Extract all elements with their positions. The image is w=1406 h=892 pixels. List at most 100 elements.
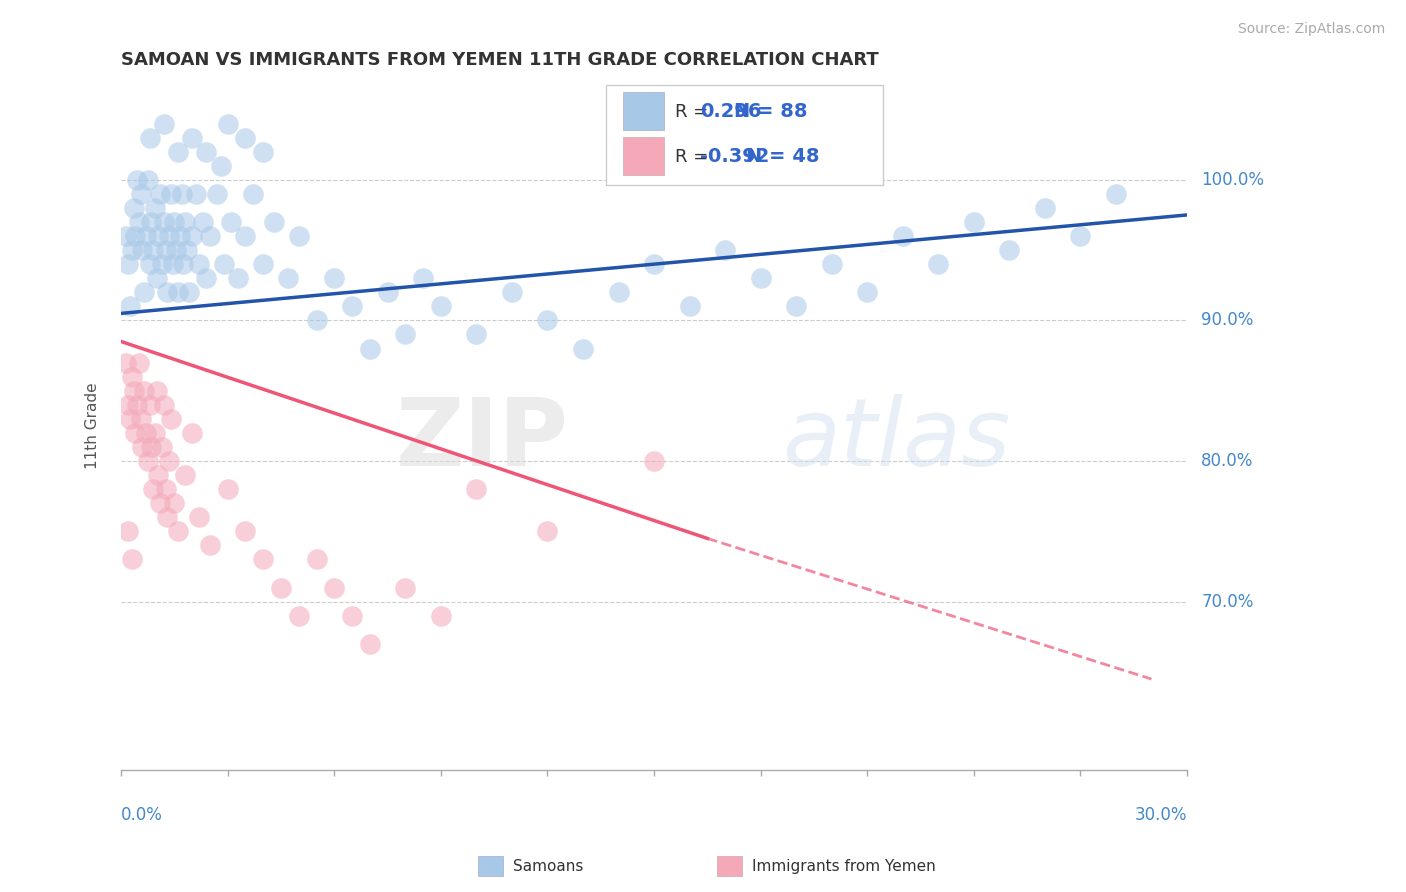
Point: [536, 313, 558, 327]
Point: [181, 130, 204, 145]
Point: [117, 524, 139, 539]
Point: [131, 440, 153, 454]
Point: [340, 299, 363, 313]
Point: [143, 201, 166, 215]
Point: [115, 229, 138, 244]
Point: [135, 425, 157, 440]
Point: [235, 130, 257, 145]
Point: [228, 271, 250, 285]
Point: [167, 145, 190, 159]
Y-axis label: 11th Grade: 11th Grade: [86, 383, 100, 469]
Point: [219, 215, 242, 229]
Point: [359, 637, 381, 651]
Text: 30.0%: 30.0%: [1135, 805, 1187, 823]
Point: [998, 243, 1021, 257]
Point: [209, 159, 232, 173]
Point: [163, 215, 186, 229]
Point: [155, 482, 177, 496]
Point: [145, 384, 167, 398]
Point: [142, 243, 165, 257]
Point: [377, 285, 399, 300]
Point: [198, 538, 221, 552]
Point: [174, 215, 197, 229]
Point: [143, 425, 166, 440]
Point: [465, 482, 488, 496]
Text: Immigrants from Yemen: Immigrants from Yemen: [752, 859, 936, 873]
Text: N = 48: N = 48: [747, 147, 820, 166]
Point: [127, 398, 149, 412]
Point: [891, 229, 914, 244]
Point: [172, 257, 194, 271]
Text: atlas: atlas: [782, 394, 1010, 485]
Point: [136, 173, 159, 187]
Point: [117, 398, 139, 412]
Point: [156, 510, 179, 524]
Text: SAMOAN VS IMMIGRANTS FROM YEMEN 11TH GRADE CORRELATION CHART: SAMOAN VS IMMIGRANTS FROM YEMEN 11TH GRA…: [121, 51, 879, 69]
Point: [501, 285, 523, 300]
Point: [305, 552, 328, 566]
Point: [195, 271, 218, 285]
Point: [1033, 201, 1056, 215]
Point: [205, 186, 228, 201]
Point: [359, 342, 381, 356]
Point: [128, 356, 150, 370]
Point: [217, 482, 239, 496]
Text: R =: R =: [675, 103, 714, 120]
Point: [181, 229, 204, 244]
Text: 0.296: 0.296: [700, 103, 762, 121]
Point: [124, 229, 146, 244]
Text: Samoans: Samoans: [513, 859, 583, 873]
Point: [149, 186, 172, 201]
Point: [412, 271, 434, 285]
Point: [149, 496, 172, 510]
Point: [242, 186, 264, 201]
Point: [305, 313, 328, 327]
Point: [572, 342, 595, 356]
Point: [821, 257, 844, 271]
Point: [124, 425, 146, 440]
Point: [678, 299, 700, 313]
Point: [191, 215, 214, 229]
Point: [270, 581, 292, 595]
Point: [287, 608, 309, 623]
Point: [169, 229, 191, 244]
Point: [134, 384, 156, 398]
Point: [157, 229, 180, 244]
Point: [128, 215, 150, 229]
Point: [138, 130, 160, 145]
Point: [235, 524, 257, 539]
Point: [430, 608, 453, 623]
Point: [148, 229, 170, 244]
Point: [152, 116, 174, 130]
Point: [136, 454, 159, 468]
Point: [252, 145, 274, 159]
Text: R =: R =: [675, 148, 714, 166]
Point: [785, 299, 807, 313]
Point: [129, 412, 152, 426]
Point: [155, 243, 177, 257]
Point: [117, 257, 139, 271]
Point: [129, 186, 152, 201]
Point: [963, 215, 986, 229]
Point: [643, 454, 665, 468]
Point: [160, 186, 183, 201]
Point: [122, 384, 145, 398]
Text: Source: ZipAtlas.com: Source: ZipAtlas.com: [1237, 22, 1385, 37]
Point: [150, 440, 173, 454]
Point: [141, 215, 163, 229]
Point: [118, 299, 141, 313]
Point: [145, 271, 167, 285]
Point: [749, 271, 772, 285]
Point: [1105, 186, 1128, 201]
Point: [121, 552, 143, 566]
Point: [156, 285, 179, 300]
Point: [198, 229, 221, 244]
Point: [162, 257, 184, 271]
Point: [287, 229, 309, 244]
Point: [465, 327, 488, 342]
Point: [188, 510, 211, 524]
Point: [142, 482, 165, 496]
Point: [177, 285, 200, 300]
Point: [252, 552, 274, 566]
Point: [212, 257, 235, 271]
